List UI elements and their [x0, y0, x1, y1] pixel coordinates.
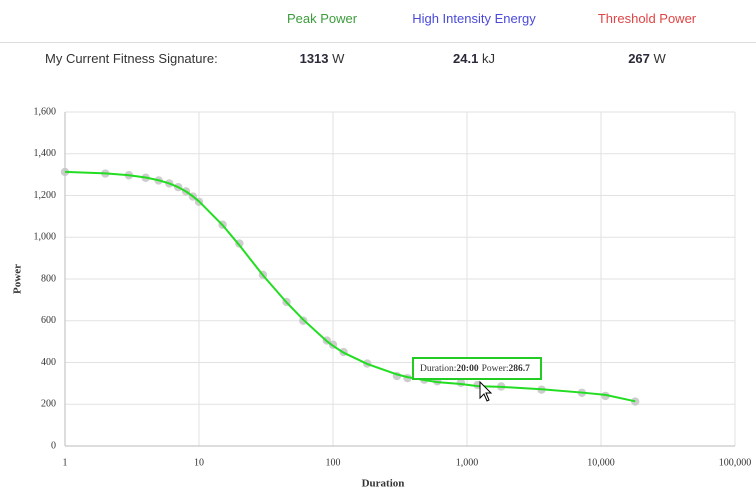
tooltip-power-label: Power:	[482, 364, 509, 374]
tooltip-text: Duration:20:00 Power:286.7	[420, 364, 530, 374]
x-tick-label: 100	[326, 457, 341, 468]
cursor	[479, 380, 493, 402]
divider	[0, 42, 756, 43]
x-tick-label: 10	[194, 457, 204, 468]
y-tick-label: 1,600	[34, 106, 57, 117]
x-tick-label: 10,000	[587, 457, 615, 468]
x-tick-label: 100,000	[719, 457, 752, 468]
metric-number: 267	[628, 51, 650, 66]
metric-unit: W	[332, 51, 345, 66]
metric-value: 267 W	[628, 51, 666, 66]
y-tick-label: 600	[41, 315, 56, 326]
metric-number: 1313	[299, 51, 329, 66]
y-tick-label: 1,000	[34, 232, 57, 243]
metric-value: 24.1 kJ	[453, 51, 495, 66]
column-header: Peak Power	[286, 11, 358, 26]
tooltip-duration-label: Duration:	[420, 364, 456, 374]
tooltip-box	[412, 357, 542, 380]
y-tick-label: 1,400	[34, 148, 57, 159]
row-label: My Current Fitness Signature:	[45, 51, 218, 66]
data-point	[631, 397, 640, 406]
y-tick-label: 0	[51, 440, 56, 451]
column-header: Threshold Power	[597, 11, 697, 26]
metric-value: 1313 W	[300, 51, 345, 66]
x-tick-label: 1	[63, 457, 68, 468]
y-tick-label: 800	[41, 273, 56, 284]
y-tick-label: 200	[41, 399, 56, 410]
y-tick-label: 1,200	[34, 190, 57, 201]
tooltip-duration: 20:00	[456, 364, 478, 374]
fit-line	[64, 170, 636, 403]
x-tick-label: 1,000	[456, 457, 479, 468]
metric-unit: kJ	[481, 51, 495, 66]
column-header: High Intensity Energy	[412, 11, 536, 26]
y-tick-label: 400	[41, 357, 56, 368]
metric-unit: W	[653, 51, 666, 66]
tooltip-power: 286.7	[509, 364, 531, 374]
x-axis-label: Duration	[362, 478, 405, 490]
y-axis-label: Power	[12, 264, 24, 294]
metric-number: 24.1	[453, 51, 479, 66]
